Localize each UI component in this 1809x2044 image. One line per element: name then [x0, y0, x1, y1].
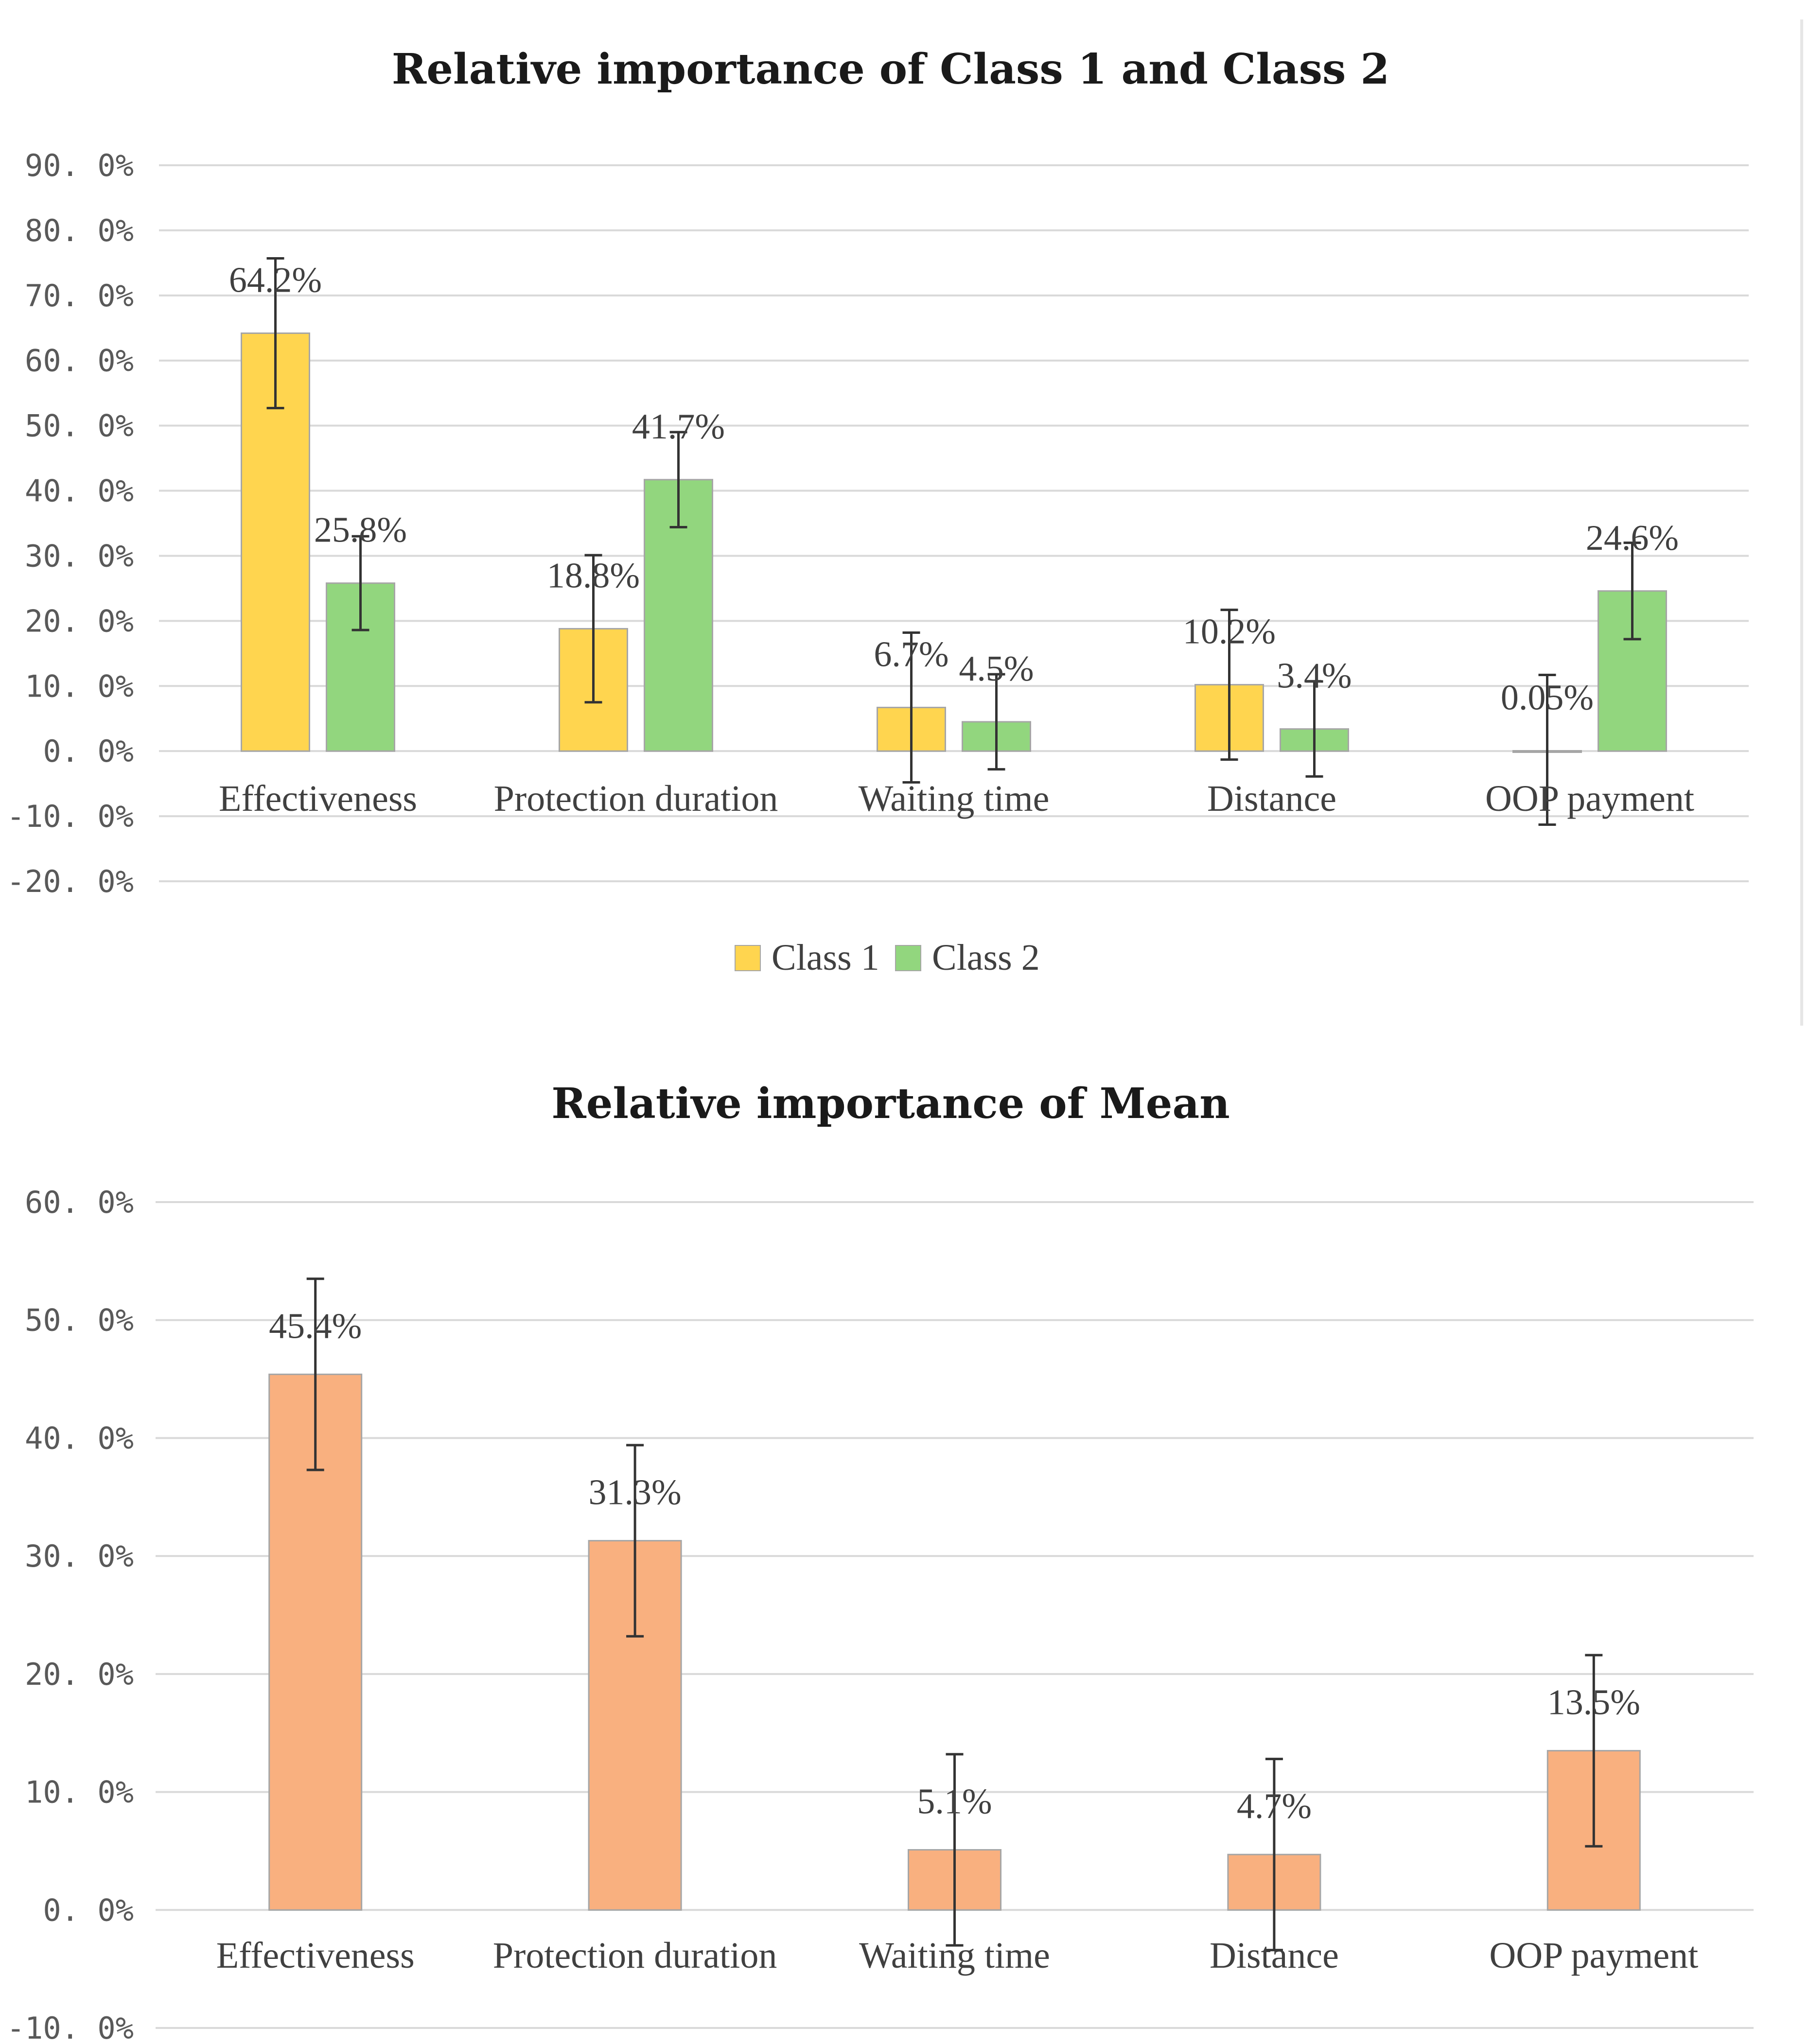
error-bar — [584, 554, 602, 704]
y-tick-label: 30. 0% — [25, 1538, 134, 1574]
y-tick-label: -10. 0% — [7, 2010, 134, 2044]
y-tick-label: 90. 0% — [25, 148, 134, 183]
legend-label: Class 2 — [932, 937, 1040, 978]
y-tick-label: 70. 0% — [25, 278, 134, 314]
error-bar — [1585, 1654, 1603, 1848]
data-label: 25.8% — [314, 510, 407, 550]
y-tick-label: -20. 0% — [7, 864, 134, 899]
x-category-label: Waiting time — [859, 778, 1050, 819]
y-tick-label: 10. 0% — [25, 1775, 134, 1810]
chart-1-x-axis: Effectiveness Protection duration Waiting … — [219, 778, 1694, 819]
legend-swatch — [735, 945, 761, 971]
chart-2-y-axis: 60. 0% 50. 0% 40. 0% 30. 0% 20. 0% 10. 0% 0. 0… — [7, 1185, 134, 2044]
data-label: 10.2% — [1183, 612, 1276, 652]
error-bar — [266, 257, 284, 409]
x-category-label: OOP payment — [1489, 1935, 1698, 1976]
data-label: 0.05% — [1501, 678, 1594, 718]
chart-2-title: Relative importance of Mean — [551, 1079, 1230, 1128]
chart-1-data-labels: 64.2% 25.8% 18.8% 41.7% 6.7% 4.5% 10.2%3.4% 0.0… — [229, 260, 1679, 717]
x-category-label: Distance — [1207, 778, 1336, 819]
x-category-label: OOP payment — [1485, 778, 1694, 819]
legend-item-class-1: Class 1 — [735, 937, 879, 978]
chart-2-error-bars — [306, 1277, 1603, 1952]
data-label: 24.6% — [1586, 518, 1679, 558]
y-tick-label: 20. 0% — [25, 603, 134, 639]
chart-2-gridlines — [156, 1201, 1754, 2029]
x-category-label: Protection duration — [494, 778, 778, 819]
error-bar — [1265, 1758, 1283, 1952]
legend-swatch — [895, 945, 921, 971]
error-bar — [306, 1277, 324, 1471]
error-bar — [902, 631, 920, 784]
data-label: 18.8% — [547, 556, 640, 595]
error-bar — [946, 1753, 964, 1947]
x-category-label: Effectiveness — [216, 1935, 415, 1976]
mean-chart: Relative importance of Mean 60. 0% 50. 0%… — [7, 1079, 1754, 2044]
error-bar — [1305, 680, 1323, 778]
y-tick-label: 20. 0% — [25, 1657, 134, 1692]
legend-label: Class 1 — [772, 937, 879, 978]
error-bar — [669, 431, 687, 529]
y-tick-label: 30. 0% — [25, 538, 134, 574]
y-tick-label: 40. 0% — [25, 1420, 134, 1456]
data-label: 13.5% — [1547, 1683, 1640, 1723]
error-bar — [987, 673, 1005, 771]
chart-1-legend: Class 1 Class 2 — [735, 937, 1040, 978]
legend-item-class-2: Class 2 — [895, 937, 1040, 978]
y-tick-label: 80. 0% — [25, 213, 134, 248]
y-tick-label: 10. 0% — [25, 668, 134, 704]
error-bar — [351, 535, 369, 631]
x-category-label: Effectiveness — [219, 778, 417, 819]
data-label: 31.3% — [589, 1473, 682, 1513]
data-label: 41.7% — [632, 407, 725, 447]
y-tick-label: -10. 0% — [7, 799, 134, 834]
chart-1-gridlines — [159, 164, 1749, 882]
y-tick-label: 40. 0% — [25, 473, 134, 509]
error-bar — [1538, 674, 1556, 826]
data-label: 4.5% — [959, 649, 1034, 689]
x-category-label: Waiting time — [859, 1935, 1050, 1976]
data-label: 6.7% — [874, 634, 948, 674]
y-tick-label: 60. 0% — [25, 343, 134, 379]
x-category-label: Distance — [1210, 1935, 1339, 1976]
error-bar — [1220, 609, 1238, 761]
chart-1-error-bars — [266, 257, 1641, 826]
y-tick-label: 60. 0% — [25, 1185, 134, 1220]
data-label: 4.7% — [1237, 1786, 1312, 1826]
y-tick-label: 50. 0% — [25, 1303, 134, 1338]
error-bar — [626, 1444, 644, 1638]
x-category-label: Protection duration — [493, 1935, 777, 1976]
class-comparison-chart: Relative importance of Class 1 and Class… — [7, 45, 1749, 978]
y-tick-label: 50. 0% — [25, 408, 134, 444]
data-label: 5.1% — [917, 1782, 992, 1822]
chart-2-data-labels: 45.4% 31.3% 5.1% 4.7% 13.5% — [269, 1306, 1640, 1826]
chart-1-y-axis: 90. 0% 80. 0% 70. 0% 60. 0% 50. 0% 40. 0% 30. … — [7, 148, 134, 899]
data-label: 45.4% — [269, 1306, 362, 1346]
error-bar — [1623, 542, 1641, 641]
chart-2-x-axis: Effectiveness Protection duration Waiting … — [216, 1935, 1699, 1976]
y-tick-label: 0. 0% — [43, 1892, 134, 1928]
y-tick-label: 0. 0% — [43, 734, 134, 769]
chart-1-title: Relative importance of Class 1 and Class… — [392, 45, 1390, 94]
data-label: 64.2% — [229, 260, 322, 300]
data-label: 3.4% — [1277, 656, 1352, 696]
